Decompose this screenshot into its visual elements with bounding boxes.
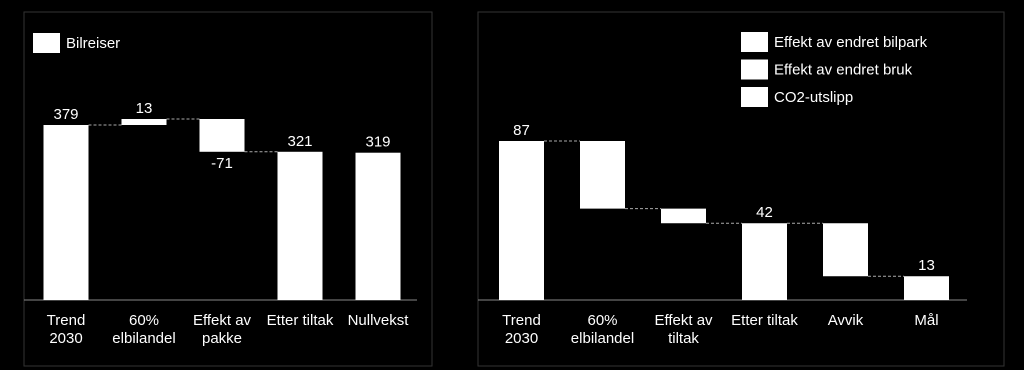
bar xyxy=(199,119,245,152)
legend-swatch xyxy=(741,59,768,80)
category-label: Trend 2030 xyxy=(46,312,86,347)
category-label: Effekt av tiltak xyxy=(654,312,713,347)
value-label: 321 xyxy=(287,133,312,150)
legend-swatch xyxy=(741,87,768,107)
category-label: Nullvekst xyxy=(347,312,409,329)
category-label: Etter tiltak xyxy=(731,312,798,329)
value-label: 379 xyxy=(53,106,78,123)
bar xyxy=(742,223,787,300)
bar xyxy=(43,125,89,300)
bar xyxy=(499,141,544,300)
bar xyxy=(121,119,167,126)
value-label: -71 xyxy=(211,155,233,172)
category-label: Trend 2030 xyxy=(502,312,541,347)
category-label: Mål xyxy=(914,312,939,329)
value-label: 13 xyxy=(136,100,153,117)
bar xyxy=(904,276,949,300)
category-label: Etter tiltak xyxy=(266,312,334,329)
bar xyxy=(661,208,706,224)
value-label: 87 xyxy=(513,122,530,139)
legend-swatch xyxy=(33,33,60,53)
category-label: Avvik xyxy=(827,312,864,329)
value-label: 42 xyxy=(756,204,773,221)
legend-label: CO2-utslipp xyxy=(774,89,853,106)
legend-swatch xyxy=(741,32,768,52)
category-label: 60% elbilandel xyxy=(112,312,176,347)
legend-label: Effekt av endret bruk xyxy=(774,61,913,78)
bar xyxy=(355,152,401,300)
left-panel xyxy=(23,11,433,367)
legend-label: Bilreiser xyxy=(66,35,120,52)
category-label: Effekt av pakke xyxy=(192,312,252,347)
bar xyxy=(277,151,323,300)
bar xyxy=(580,141,625,209)
category-label: 60% elbilandel xyxy=(570,312,635,347)
bar xyxy=(823,223,868,277)
value-label: 13 xyxy=(918,257,935,274)
legend-label: Effekt av endret bilpark xyxy=(774,34,928,51)
value-label: 319 xyxy=(365,134,390,151)
right-panel xyxy=(477,11,1005,367)
